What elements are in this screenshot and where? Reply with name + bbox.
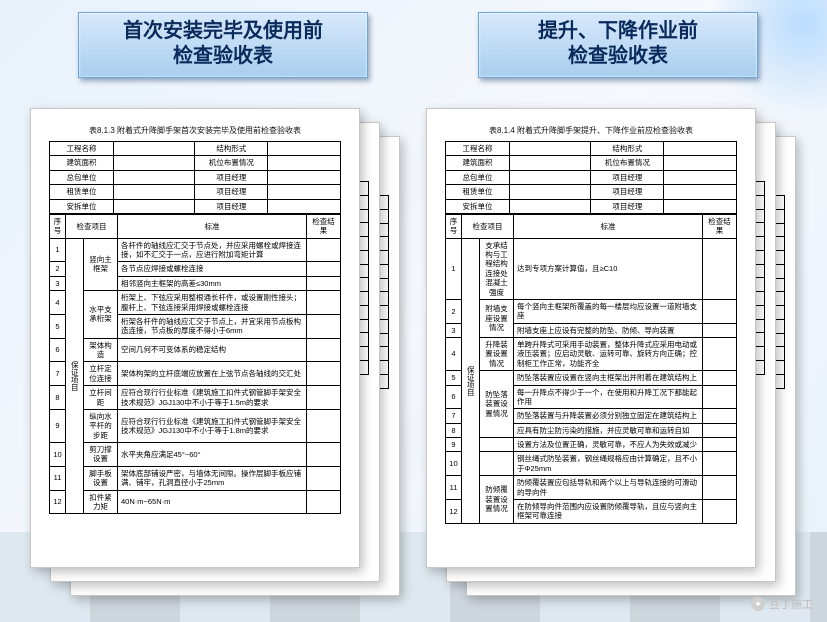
title-badge-left: 首次安装完毕及使用前检查验收表 [78, 12, 368, 78]
sheet-left-front: 表8.1.3 附着式升降脚手架首次安装完毕及使用前检查验收表 工程名称结构形式建… [30, 108, 360, 568]
body-table-right: 序号检查项目标准检查结果1保证项目支承结构与工程结构连接处混凝土强度达到专项方案… [445, 214, 737, 524]
wechat-icon: ✦ [751, 597, 765, 611]
watermark: ✦ 豆丁施工 [751, 596, 813, 612]
title-left-text: 首次安装完毕及使用前检查验收表 [123, 20, 323, 67]
watermark-text: 豆丁施工 [769, 596, 813, 612]
body-table-left: 序号检查项目标准检查结果1保证项目竖向主框架各杆件的轴线应汇交于节点处，并应采用… [49, 214, 341, 514]
header-table-right: 工程名称结构形式建筑面积机位布置情况总包单位项目经理租赁单位项目经理安拆单位项目… [445, 141, 737, 214]
doc-stack-right: 检查结果 一日 检查结果 一日 表8.1.4 附着式升降脚手架提升、下降作业前应… [422, 108, 802, 604]
doc-stack-left: 检查结果 一日 检查结果 一日 表8.1.3 附着式升降脚手架首次安装完毕及使用… [26, 108, 406, 604]
title-right-text: 提升、下降作业前检查验收表 [538, 20, 698, 67]
caption-left: 表8.1.3 附着式升降脚手架首次安装完毕及使用前检查验收表 [49, 125, 341, 136]
caption-right: 表8.1.4 附着式升降脚手架提升、下降作业前应检查验收表 [445, 125, 737, 136]
header-table-left: 工程名称结构形式建筑面积机位布置情况总包单位项目经理租赁单位项目经理安拆单位项目… [49, 141, 341, 214]
sheet-right-front: 表8.1.4 附着式升降脚手架提升、下降作业前应检查验收表 工程名称结构形式建筑… [426, 108, 756, 568]
title-badge-right: 提升、下降作业前检查验收表 [478, 12, 758, 78]
